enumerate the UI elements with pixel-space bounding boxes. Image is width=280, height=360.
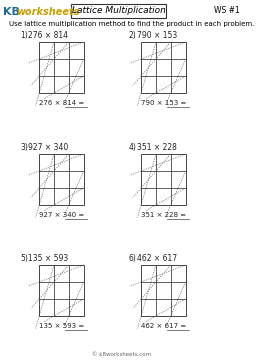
Text: worksheets: worksheets: [17, 7, 80, 17]
Text: 351 × 228 =: 351 × 228 =: [141, 212, 186, 218]
Text: 276 × 814: 276 × 814: [28, 31, 68, 40]
Bar: [39, 154, 84, 205]
Bar: [141, 154, 186, 205]
Text: 927 × 340: 927 × 340: [28, 143, 68, 152]
Text: 790 × 153: 790 × 153: [137, 31, 177, 40]
Text: 927 × 340 =: 927 × 340 =: [39, 212, 85, 218]
Text: Lattice Multiplication: Lattice Multiplication: [71, 6, 165, 15]
Text: 462 × 617 =: 462 × 617 =: [141, 323, 186, 329]
Text: © k8worksheets.com: © k8worksheets.com: [92, 352, 151, 357]
FancyBboxPatch shape: [71, 4, 166, 18]
Text: 6): 6): [129, 254, 137, 263]
Text: 790 × 153 =: 790 × 153 =: [141, 100, 186, 106]
Text: 4): 4): [129, 143, 137, 152]
Bar: [141, 265, 186, 316]
Text: Use lattice multiplication method to find the product in each problem.: Use lattice multiplication method to fin…: [9, 21, 254, 27]
Text: KB: KB: [3, 7, 20, 17]
Bar: [39, 265, 84, 316]
Bar: [141, 42, 186, 93]
Text: 351 × 228: 351 × 228: [137, 143, 177, 152]
Text: 1): 1): [20, 31, 28, 40]
Text: 3): 3): [20, 143, 28, 152]
Text: 135 × 593 =: 135 × 593 =: [39, 323, 85, 329]
Text: 2): 2): [129, 31, 137, 40]
Bar: [39, 42, 84, 93]
Text: 462 × 617: 462 × 617: [137, 254, 177, 263]
Text: 276 × 814 =: 276 × 814 =: [39, 100, 85, 106]
Text: 5): 5): [20, 254, 28, 263]
Text: WS #1: WS #1: [214, 5, 239, 14]
Text: 135 × 593: 135 × 593: [28, 254, 68, 263]
